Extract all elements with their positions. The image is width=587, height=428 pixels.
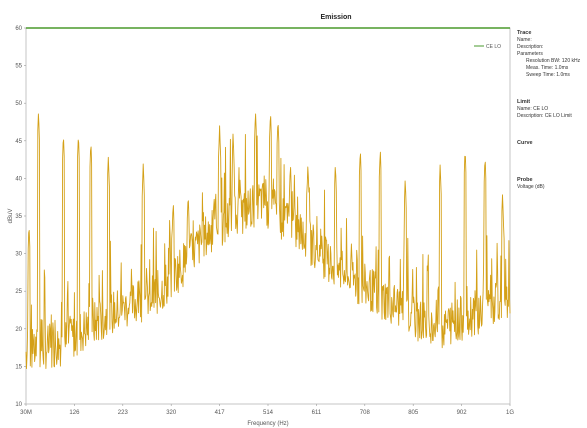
probe-heading: Probe bbox=[517, 177, 533, 183]
y-tick-label: 35 bbox=[15, 214, 22, 220]
x-tick-label: 805 bbox=[408, 410, 419, 416]
x-tick-label: 320 bbox=[166, 410, 177, 416]
limit-section: Limit Name: CE LO Description: CE LO Lim… bbox=[517, 99, 585, 120]
y-tick-label: 50 bbox=[15, 101, 22, 107]
y-tick-label: 30 bbox=[15, 252, 22, 258]
chart-svg: Emission 10 15 20 25 30 35 40 45 50 55 60 30M 126 223 3… bbox=[8, 14, 514, 427]
trace-description: Description: bbox=[517, 44, 544, 50]
x-tick-label: 611 bbox=[312, 410, 322, 416]
trace-section: Trace Name: Description: Parameters Reso… bbox=[517, 30, 585, 79]
x-tick-label: 708 bbox=[360, 410, 371, 416]
y-tick-label: 45 bbox=[15, 139, 22, 145]
y-tick-label: 55 bbox=[15, 64, 22, 70]
x-tick-label: 514 bbox=[263, 410, 274, 416]
parameters-heading: Parameters bbox=[517, 51, 543, 57]
probe-value: Voltage (dB) bbox=[517, 184, 545, 190]
limit-description: Description: CE LO Limit bbox=[517, 113, 572, 119]
x-tick-label: 223 bbox=[118, 410, 129, 416]
x-axis-label: Frequency (Hz) bbox=[247, 421, 288, 427]
x-tick-label: 902 bbox=[457, 410, 468, 416]
x-tick-label: 417 bbox=[215, 410, 226, 416]
x-tick-label: 30M bbox=[20, 410, 32, 416]
emission-chart: Emission 10 15 20 25 30 35 40 45 50 55 60 30M 126 223 3… bbox=[8, 14, 514, 427]
y-axis-label: dBuV bbox=[8, 209, 14, 224]
emission-trace bbox=[25, 113, 511, 370]
x-tick-label: 126 bbox=[69, 410, 80, 416]
curve-heading: Curve bbox=[517, 140, 533, 146]
param-rbw: Resolution BW: 120 kHz bbox=[526, 58, 581, 64]
y-tick-label: 25 bbox=[15, 289, 22, 295]
legend-label: CE LO bbox=[486, 44, 501, 50]
y-tick-label: 15 bbox=[15, 364, 22, 370]
param-sweep: Sweep Time: 1.0ms bbox=[526, 72, 570, 78]
y-tick-label: 20 bbox=[15, 327, 22, 333]
probe-section: Probe Voltage (dB) bbox=[517, 177, 585, 191]
y-tick-label: 40 bbox=[15, 176, 22, 182]
limit-name: Name: CE LO bbox=[517, 106, 549, 112]
side-panel: Trace Name: Description: Parameters Reso… bbox=[517, 30, 585, 195]
chart-title: Emission bbox=[320, 14, 351, 21]
limit-heading: Limit bbox=[517, 99, 531, 105]
y-tick-label: 10 bbox=[15, 402, 22, 408]
curve-section: Curve bbox=[517, 140, 585, 147]
trace-heading: Trace bbox=[517, 30, 532, 36]
y-tick-label: 60 bbox=[15, 26, 22, 32]
trace-name: Name: bbox=[517, 37, 532, 43]
param-step: Meas. Time: 1.0ms bbox=[526, 65, 569, 71]
x-tick-label: 1G bbox=[506, 410, 514, 416]
